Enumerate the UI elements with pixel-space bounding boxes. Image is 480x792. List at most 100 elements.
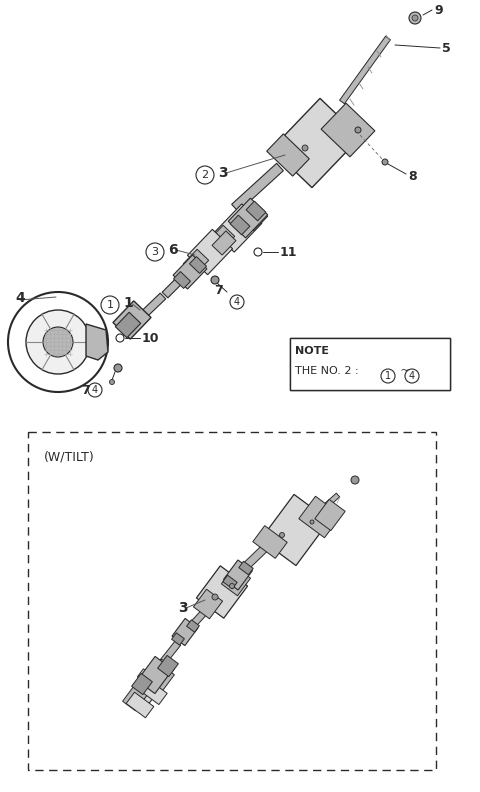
Polygon shape xyxy=(196,565,248,619)
Text: 1: 1 xyxy=(123,296,133,310)
Circle shape xyxy=(26,310,90,374)
Text: THE NO. 2 :: THE NO. 2 : xyxy=(295,366,362,376)
Circle shape xyxy=(254,248,262,256)
Circle shape xyxy=(101,296,119,314)
Text: 1: 1 xyxy=(107,300,113,310)
Text: 1: 1 xyxy=(385,371,391,381)
Polygon shape xyxy=(237,542,271,575)
Text: 9: 9 xyxy=(434,3,443,17)
Text: 8: 8 xyxy=(408,169,417,182)
Polygon shape xyxy=(209,225,235,251)
Polygon shape xyxy=(156,659,174,677)
Circle shape xyxy=(355,127,361,133)
Polygon shape xyxy=(315,500,345,531)
Text: 4: 4 xyxy=(234,297,240,307)
Polygon shape xyxy=(137,657,173,694)
Circle shape xyxy=(229,584,235,588)
FancyBboxPatch shape xyxy=(290,338,450,390)
Text: 4: 4 xyxy=(92,385,98,395)
Polygon shape xyxy=(137,668,163,691)
Polygon shape xyxy=(228,198,268,238)
Polygon shape xyxy=(230,215,250,235)
Polygon shape xyxy=(190,257,206,273)
Circle shape xyxy=(8,292,108,392)
Circle shape xyxy=(351,476,359,484)
Circle shape xyxy=(109,379,115,384)
Text: NOTE: NOTE xyxy=(295,346,329,356)
Polygon shape xyxy=(173,272,191,288)
Polygon shape xyxy=(172,633,184,645)
Polygon shape xyxy=(185,606,211,632)
Polygon shape xyxy=(232,163,283,211)
Polygon shape xyxy=(115,312,141,337)
Polygon shape xyxy=(253,526,287,558)
Polygon shape xyxy=(321,103,375,157)
Circle shape xyxy=(230,295,244,309)
Polygon shape xyxy=(183,249,209,275)
Text: ~: ~ xyxy=(397,366,413,376)
Text: 6: 6 xyxy=(168,243,178,257)
Text: 10: 10 xyxy=(142,332,159,345)
Polygon shape xyxy=(239,562,253,575)
Circle shape xyxy=(114,364,122,372)
Polygon shape xyxy=(234,204,262,232)
Polygon shape xyxy=(261,494,329,565)
Polygon shape xyxy=(272,98,360,188)
Polygon shape xyxy=(246,201,266,221)
Circle shape xyxy=(211,276,219,284)
Circle shape xyxy=(302,145,308,151)
Polygon shape xyxy=(221,566,251,596)
Text: 4: 4 xyxy=(15,291,25,305)
Polygon shape xyxy=(267,134,309,176)
Circle shape xyxy=(116,334,124,342)
Polygon shape xyxy=(126,692,154,718)
Text: 3: 3 xyxy=(218,166,228,180)
Text: 11: 11 xyxy=(280,246,298,258)
Text: 3: 3 xyxy=(152,247,158,257)
Polygon shape xyxy=(113,301,151,339)
Bar xyxy=(28,432,436,770)
Polygon shape xyxy=(152,641,181,674)
Circle shape xyxy=(146,243,164,261)
Polygon shape xyxy=(187,620,199,632)
Polygon shape xyxy=(122,685,147,710)
Polygon shape xyxy=(224,560,252,590)
Polygon shape xyxy=(212,231,236,255)
Polygon shape xyxy=(242,205,268,230)
Polygon shape xyxy=(132,673,152,695)
Text: 2: 2 xyxy=(202,170,209,180)
Polygon shape xyxy=(86,324,108,360)
Circle shape xyxy=(196,166,214,184)
Circle shape xyxy=(381,369,395,383)
Text: 4: 4 xyxy=(409,371,415,381)
Circle shape xyxy=(409,12,421,24)
Polygon shape xyxy=(299,497,341,538)
Circle shape xyxy=(310,520,314,524)
Circle shape xyxy=(405,369,419,383)
Polygon shape xyxy=(131,670,165,706)
Polygon shape xyxy=(162,262,198,298)
Polygon shape xyxy=(214,204,262,252)
Polygon shape xyxy=(308,493,340,522)
Circle shape xyxy=(412,15,418,21)
Bar xyxy=(290,338,450,390)
Circle shape xyxy=(279,532,285,538)
Text: 7: 7 xyxy=(214,284,223,296)
Polygon shape xyxy=(143,681,167,705)
Polygon shape xyxy=(150,665,174,691)
Polygon shape xyxy=(157,656,179,676)
Circle shape xyxy=(382,159,388,165)
Polygon shape xyxy=(173,255,207,289)
Polygon shape xyxy=(223,575,237,588)
Polygon shape xyxy=(137,293,166,321)
Polygon shape xyxy=(193,589,223,619)
Circle shape xyxy=(88,383,102,397)
Text: 3: 3 xyxy=(178,601,188,615)
Polygon shape xyxy=(187,230,233,275)
Circle shape xyxy=(43,327,73,357)
Polygon shape xyxy=(172,619,198,645)
Text: 7: 7 xyxy=(81,383,90,397)
Circle shape xyxy=(212,594,218,600)
Text: (W/TILT): (W/TILT) xyxy=(44,450,95,463)
Polygon shape xyxy=(339,36,390,104)
